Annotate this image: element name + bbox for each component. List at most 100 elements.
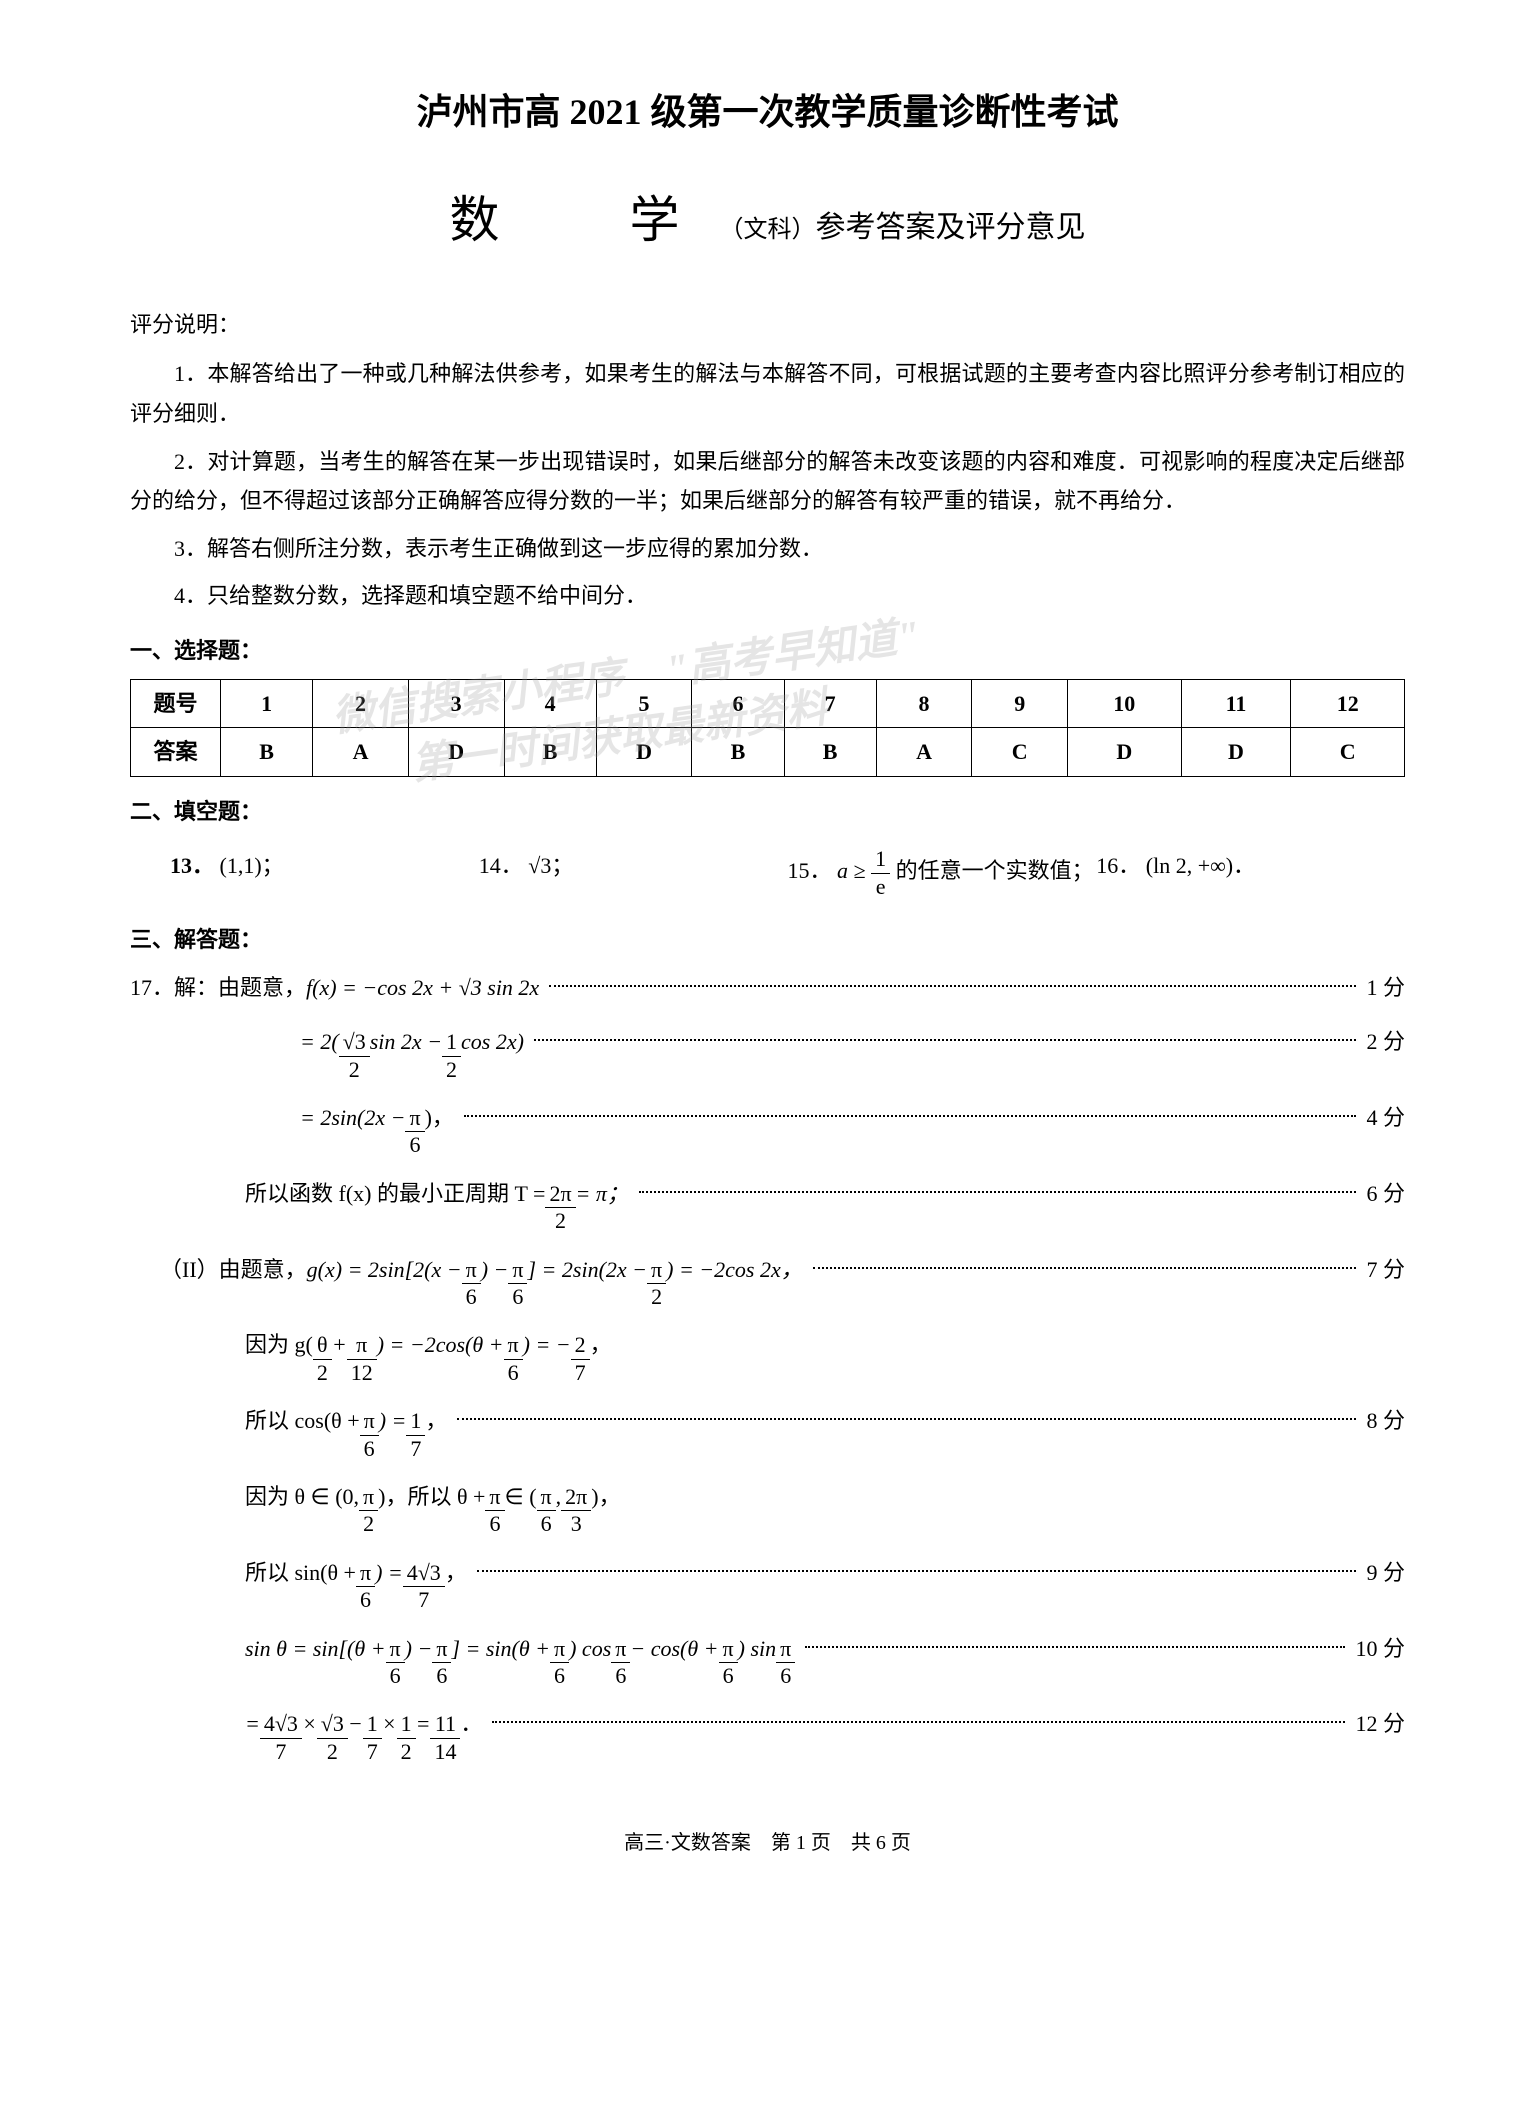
qans: B (504, 728, 596, 777)
scoring-note-1: 1．本解答给出了一种或几种解法供参考，如果考生的解法与本解答不同，可根据试题的主… (130, 354, 1405, 433)
table-row-numbers: 题号 1 2 3 4 5 6 7 8 9 10 11 12 (131, 679, 1405, 728)
expr: ) cos (569, 1629, 611, 1669)
qans: A (876, 728, 972, 777)
q16-ans: (ln 2, +∞)． (1146, 853, 1255, 878)
qans: C (1291, 728, 1405, 777)
part2-label: （II）由题意， (160, 1250, 307, 1290)
qnum: 5 (596, 679, 692, 728)
frac-den: 6 (508, 1284, 527, 1310)
fill-blank-answers: 13． (1,1)； 14． √3； 15． a ≥ 1e 的任意一个实数值； … (170, 846, 1405, 900)
points-9: 9 分 (1366, 1553, 1405, 1593)
frac-den: 2 (339, 1057, 370, 1083)
section2-header: 二、填空题： (130, 792, 1405, 832)
frac-den: 6 (360, 1436, 379, 1462)
expr: ) sin (738, 1629, 777, 1669)
frac-num: π (504, 1332, 523, 1359)
expr: sin θ = sin[(θ + (245, 1629, 386, 1669)
expr: × (382, 1704, 397, 1744)
points-10: 10 分 (1355, 1629, 1405, 1669)
q17-num: 17． (130, 968, 174, 1008)
expr: 所以 cos(θ + (245, 1401, 360, 1441)
document-subtitle: 数 学（文科）参考答案及评分意见 (130, 175, 1405, 265)
expr: ， (445, 1553, 467, 1593)
expr: × (302, 1704, 317, 1744)
qans: C (972, 728, 1068, 777)
q15-ans-prefix: a ≥ (837, 858, 871, 883)
points-6: 6 分 (1366, 1174, 1405, 1214)
expr: ) − (481, 1250, 509, 1290)
qnum: 3 (408, 679, 504, 728)
qans: B (692, 728, 784, 777)
frac-num: θ (313, 1332, 332, 1359)
frac-den: 2 (545, 1208, 575, 1234)
scoring-header: 评分说明： (130, 305, 1405, 345)
frac-den: 6 (611, 1663, 630, 1689)
points-7: 7 分 (1366, 1250, 1405, 1290)
frac-den: 2 (313, 1360, 332, 1386)
frac-num: 1 (363, 1711, 382, 1738)
fill-blank-15: 15． a ≥ 1e 的任意一个实数值； (788, 846, 1097, 900)
frac-den: 7 (363, 1739, 382, 1765)
q14-ans: √3； (528, 853, 573, 878)
frac-den: 6 (504, 1360, 523, 1386)
qnum: 10 (1068, 679, 1181, 728)
frac-den: 7 (260, 1739, 302, 1765)
frac-den: 2 (647, 1284, 666, 1310)
qnum: 1 (221, 679, 313, 728)
frac-den: 7 (406, 1436, 425, 1462)
frac-num: 1 (442, 1029, 461, 1056)
expr: )， (425, 1098, 454, 1138)
qans: B (784, 728, 876, 777)
expr: g(x) = 2sin[2(x − (307, 1250, 462, 1290)
frac-num: π (611, 1636, 630, 1663)
expr: = 2( (300, 1022, 339, 1062)
frac-num: π (360, 1408, 379, 1435)
dots (534, 1039, 1357, 1041)
q13-ans: (1,1)； (220, 853, 284, 878)
expr: ] = sin(θ + (451, 1629, 550, 1669)
expr: ) = −2cos 2x， (666, 1250, 803, 1290)
dots (464, 1115, 1357, 1117)
dots (549, 985, 1356, 987)
expr: )， (591, 1477, 620, 1517)
frac-num: π (386, 1636, 405, 1663)
mcq-answer-table: 题号 1 2 3 4 5 6 7 8 9 10 11 12 答案 B A D B… (130, 679, 1405, 777)
frac-num: π (537, 1484, 556, 1511)
page-footer: 高三·文数答案 第 1 页 共 6 页 (130, 1825, 1405, 1861)
qnum: 11 (1181, 679, 1291, 728)
frac-den: 3 (561, 1511, 591, 1537)
frac-num: π (432, 1636, 451, 1663)
frac-den: 12 (347, 1360, 377, 1386)
scoring-note-4: 4．只给整数分数，选择题和填空题不给中间分． (130, 576, 1405, 616)
scoring-note-2: 2．对计算题，当考生的解答在某一步出现错误时，如果后继部分的解答未改变该题的内容… (130, 442, 1405, 521)
page-content: 泸州市高 2021 级第一次教学质量诊断性考试 数 学（文科）参考答案及评分意见… (130, 80, 1405, 1861)
frac-den: 6 (462, 1284, 481, 1310)
qnum: 6 (692, 679, 784, 728)
row-label: 题号 (131, 679, 221, 728)
expr: + (332, 1325, 347, 1365)
frac-den: 6 (386, 1663, 405, 1689)
frac-num: π (719, 1636, 738, 1663)
frac-den: 2 (442, 1057, 461, 1083)
q17-line6: 因为 g( θ2 + π12 ) = −2cos(θ + π6 ) = − 27… (245, 1325, 1405, 1386)
qans: D (596, 728, 692, 777)
frac-den: 6 (719, 1663, 738, 1689)
q17-line2: = 2( √32 sin 2x − 12 cos 2x) 2 分 (300, 1022, 1405, 1083)
section1-header: 一、选择题： (130, 631, 1405, 671)
scoring-note-3: 3．解答右侧所注分数，表示考生正确做到这一步应得的累加分数． (130, 529, 1405, 569)
fill-blank-16: 16． (ln 2, +∞)． (1096, 846, 1405, 900)
frac-num: π (776, 1636, 795, 1663)
row-label: 答案 (131, 728, 221, 777)
expr: ． (460, 1704, 482, 1744)
expr: ， (590, 1325, 612, 1365)
qans: D (408, 728, 504, 777)
frac-num: π (359, 1484, 378, 1511)
expr: = π； (576, 1174, 629, 1214)
frac-num: 2π (545, 1181, 575, 1208)
frac-num: π (647, 1257, 666, 1284)
points-1: 1 分 (1366, 968, 1405, 1008)
expr: 因为 g( (245, 1325, 313, 1365)
points-8: 8 分 (1366, 1401, 1405, 1441)
frac-num: 1 (397, 1711, 416, 1738)
qnum: 8 (876, 679, 972, 728)
